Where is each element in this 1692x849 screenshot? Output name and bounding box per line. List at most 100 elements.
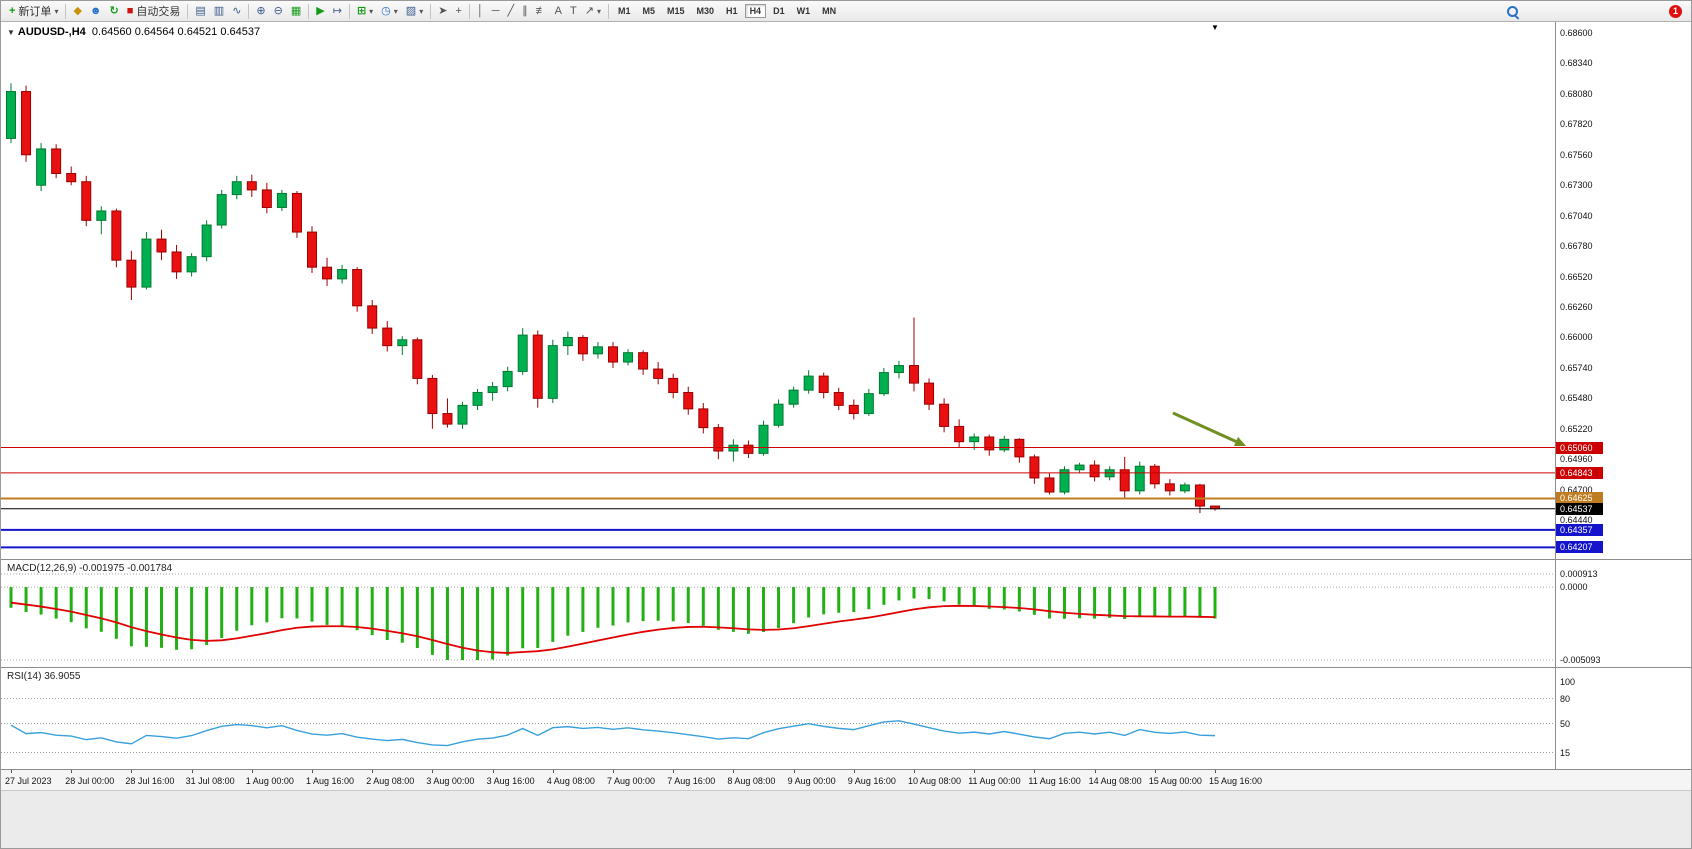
vertical-line-button[interactable]: │ bbox=[473, 2, 488, 20]
timeframe-button-d1[interactable]: D1 bbox=[773, 6, 785, 16]
time-tick bbox=[1215, 770, 1216, 773]
refresh-button[interactable]: ↻ bbox=[106, 2, 123, 20]
panel-separator[interactable] bbox=[1, 667, 1691, 668]
chart-shift-button[interactable]: ↦ bbox=[329, 2, 346, 20]
toolbar-separator bbox=[468, 3, 470, 19]
timeframe-button-m30[interactable]: M30 bbox=[696, 6, 715, 16]
tile-windows-button[interactable]: ▦ bbox=[287, 2, 305, 20]
chevron-down-icon: ▾ bbox=[369, 6, 374, 16]
periods-button[interactable]: ◷ ▾ bbox=[377, 2, 402, 20]
zoom-out-button[interactable]: ⊖ bbox=[270, 2, 287, 20]
time-scale[interactable]: 27 Jul 2023 28 Jul 00:00 28 Jul 16:00 31 Ju… bbox=[1, 770, 1691, 790]
horizontal-line-button[interactable]: ─ bbox=[488, 2, 504, 20]
time-axis-label: 7 Aug 00:00 bbox=[607, 776, 656, 786]
time-axis-label: 11 Aug 00:00 bbox=[968, 776, 1021, 786]
macd-signal-value: -0.001784 bbox=[127, 563, 173, 574]
timeframe-button-h1[interactable]: H1 bbox=[726, 6, 738, 16]
toolbar-separator bbox=[607, 3, 609, 19]
chevron-down-icon: ▾ bbox=[419, 6, 424, 16]
arrows-tool-icon: ↗ bbox=[584, 5, 594, 17]
timeframe-button-h4[interactable]: H4 bbox=[744, 4, 767, 18]
time-axis-label: 15 Aug 00:00 bbox=[1148, 776, 1202, 786]
tile-windows-icon: ▦ bbox=[290, 5, 302, 17]
timeframe-button-m15[interactable]: M15 bbox=[667, 6, 685, 16]
arrows-tool-button[interactable]: ↗ ▾ bbox=[581, 2, 605, 20]
line-chart-button[interactable]: ∿ bbox=[228, 2, 245, 20]
candle-chart-button[interactable]: ▥ bbox=[210, 2, 228, 20]
metaquotes-button[interactable]: ◆ bbox=[69, 2, 85, 20]
rsi-panel[interactable]: RSI(14) 36.9055 bbox=[1, 668, 1555, 769]
channel-button[interactable]: ∥ bbox=[518, 2, 532, 20]
zoom-in-button[interactable]: ⊕ bbox=[252, 2, 269, 20]
fibonacci-button[interactable]: ≢ bbox=[532, 2, 551, 20]
macd-title: MACD(12,26,9) bbox=[7, 563, 77, 574]
timeframe-button-m5[interactable]: M5 bbox=[642, 6, 656, 16]
bar-chart-button[interactable]: ▤ bbox=[191, 2, 209, 20]
rsi-title: RSI(14) bbox=[7, 671, 42, 682]
text-button[interactable]: A bbox=[551, 2, 566, 20]
macd-svg bbox=[1, 573, 1555, 661]
time-tick bbox=[613, 770, 614, 773]
autotrading-label: 自动交易 bbox=[136, 6, 181, 18]
vertical-line-icon: │ bbox=[476, 5, 484, 17]
time-tick bbox=[1034, 770, 1036, 773]
price-tick-label: 0.65220 bbox=[1560, 423, 1593, 434]
time-axis-label: 14 Aug 08:00 bbox=[1088, 776, 1142, 786]
price-tick-label: 0.65480 bbox=[1560, 393, 1593, 404]
search-icon[interactable] bbox=[1506, 5, 1519, 18]
toolbar-separator bbox=[65, 3, 67, 19]
time-tick bbox=[432, 770, 434, 773]
price-level-badge: 0.64625 bbox=[1556, 492, 1603, 505]
time-tick bbox=[11, 770, 12, 773]
rsi-label: RSI(14) 36.9055 bbox=[7, 671, 80, 682]
rsi-scale-label: 80 bbox=[1560, 693, 1571, 704]
notification-badge[interactable]: 1 bbox=[1669, 4, 1682, 18]
line-chart-icon: ∿ bbox=[232, 5, 242, 17]
price-tick-label: 0.67300 bbox=[1560, 180, 1593, 191]
macd-panel[interactable]: MACD(12,26,9) -0.001975 -0.001784 bbox=[1, 560, 1555, 667]
fibonacci-icon: ≢ bbox=[535, 5, 547, 17]
auto-scroll-button[interactable]: ▶ bbox=[312, 2, 328, 20]
time-axis-label: 1 Aug 16:00 bbox=[306, 776, 355, 786]
price-tick-label: 0.66780 bbox=[1560, 241, 1593, 252]
text-label-button[interactable]: T bbox=[566, 2, 581, 20]
community-button[interactable]: ☻ bbox=[86, 2, 106, 20]
toolbar-separator bbox=[348, 3, 350, 19]
chevron-down-icon: ▾ bbox=[393, 6, 398, 16]
time-tick bbox=[251, 770, 253, 773]
timeframe-button-mn[interactable]: MN bbox=[822, 6, 837, 16]
price-scale[interactable]: 0.68600 0.68340 0.68080 0.67820 0.67560 0.673… bbox=[1555, 22, 1691, 770]
price-tick-label: 0.67040 bbox=[1560, 210, 1593, 221]
crosshair-button[interactable]: + bbox=[451, 2, 465, 20]
time-axis-label: 3 Aug 16:00 bbox=[486, 776, 535, 786]
timeframe-button-w1[interactable]: W1 bbox=[796, 6, 811, 16]
trendline-button[interactable]: ╱ bbox=[504, 2, 519, 20]
panel-separator[interactable] bbox=[1, 559, 1691, 560]
autotrading-button[interactable]: ■ 自动交易 bbox=[123, 2, 185, 20]
rsi-line bbox=[10, 720, 1216, 747]
symbol-caret-icon[interactable]: ▼ bbox=[7, 28, 15, 37]
time-tick bbox=[312, 770, 313, 773]
time-axis-label: 28 Jul 16:00 bbox=[125, 776, 175, 786]
time-tick bbox=[914, 770, 915, 773]
chart-shift-marker[interactable]: ▼ bbox=[1211, 23, 1219, 32]
candle-chart-icon: ▥ bbox=[213, 5, 225, 17]
time-tick bbox=[372, 770, 374, 773]
templates-button[interactable]: ▨ ▾ bbox=[402, 2, 427, 20]
new-order-label: 新订单 bbox=[18, 6, 52, 18]
time-axis-label: 2 Aug 08:00 bbox=[366, 776, 415, 786]
new-order-button[interactable]: + 新订单 ▾ bbox=[5, 2, 62, 20]
rsi-value: 36.9055 bbox=[44, 671, 81, 682]
auto-scroll-icon: ▶ bbox=[316, 5, 325, 17]
chart-symbol-label: ▼ AUDUSD-,H4 0.64560 0.64564 0.64521 0.64… bbox=[7, 26, 260, 38]
cursor-button[interactable]: ➤ bbox=[434, 2, 451, 20]
time-tick bbox=[974, 770, 976, 773]
time-axis-label: 11 Aug 16:00 bbox=[1028, 776, 1081, 786]
price-chart-panel[interactable]: ▼ AUDUSD-,H4 0.64560 0.64564 0.64521 0.64… bbox=[1, 22, 1555, 559]
clock-icon: ◷ bbox=[381, 5, 391, 17]
chart-shift-icon: ↦ bbox=[332, 5, 342, 17]
time-tick bbox=[191, 770, 193, 773]
indicators-button[interactable]: ⊞ ▾ bbox=[353, 2, 377, 20]
timeframe-button-m1[interactable]: M1 bbox=[617, 6, 631, 16]
